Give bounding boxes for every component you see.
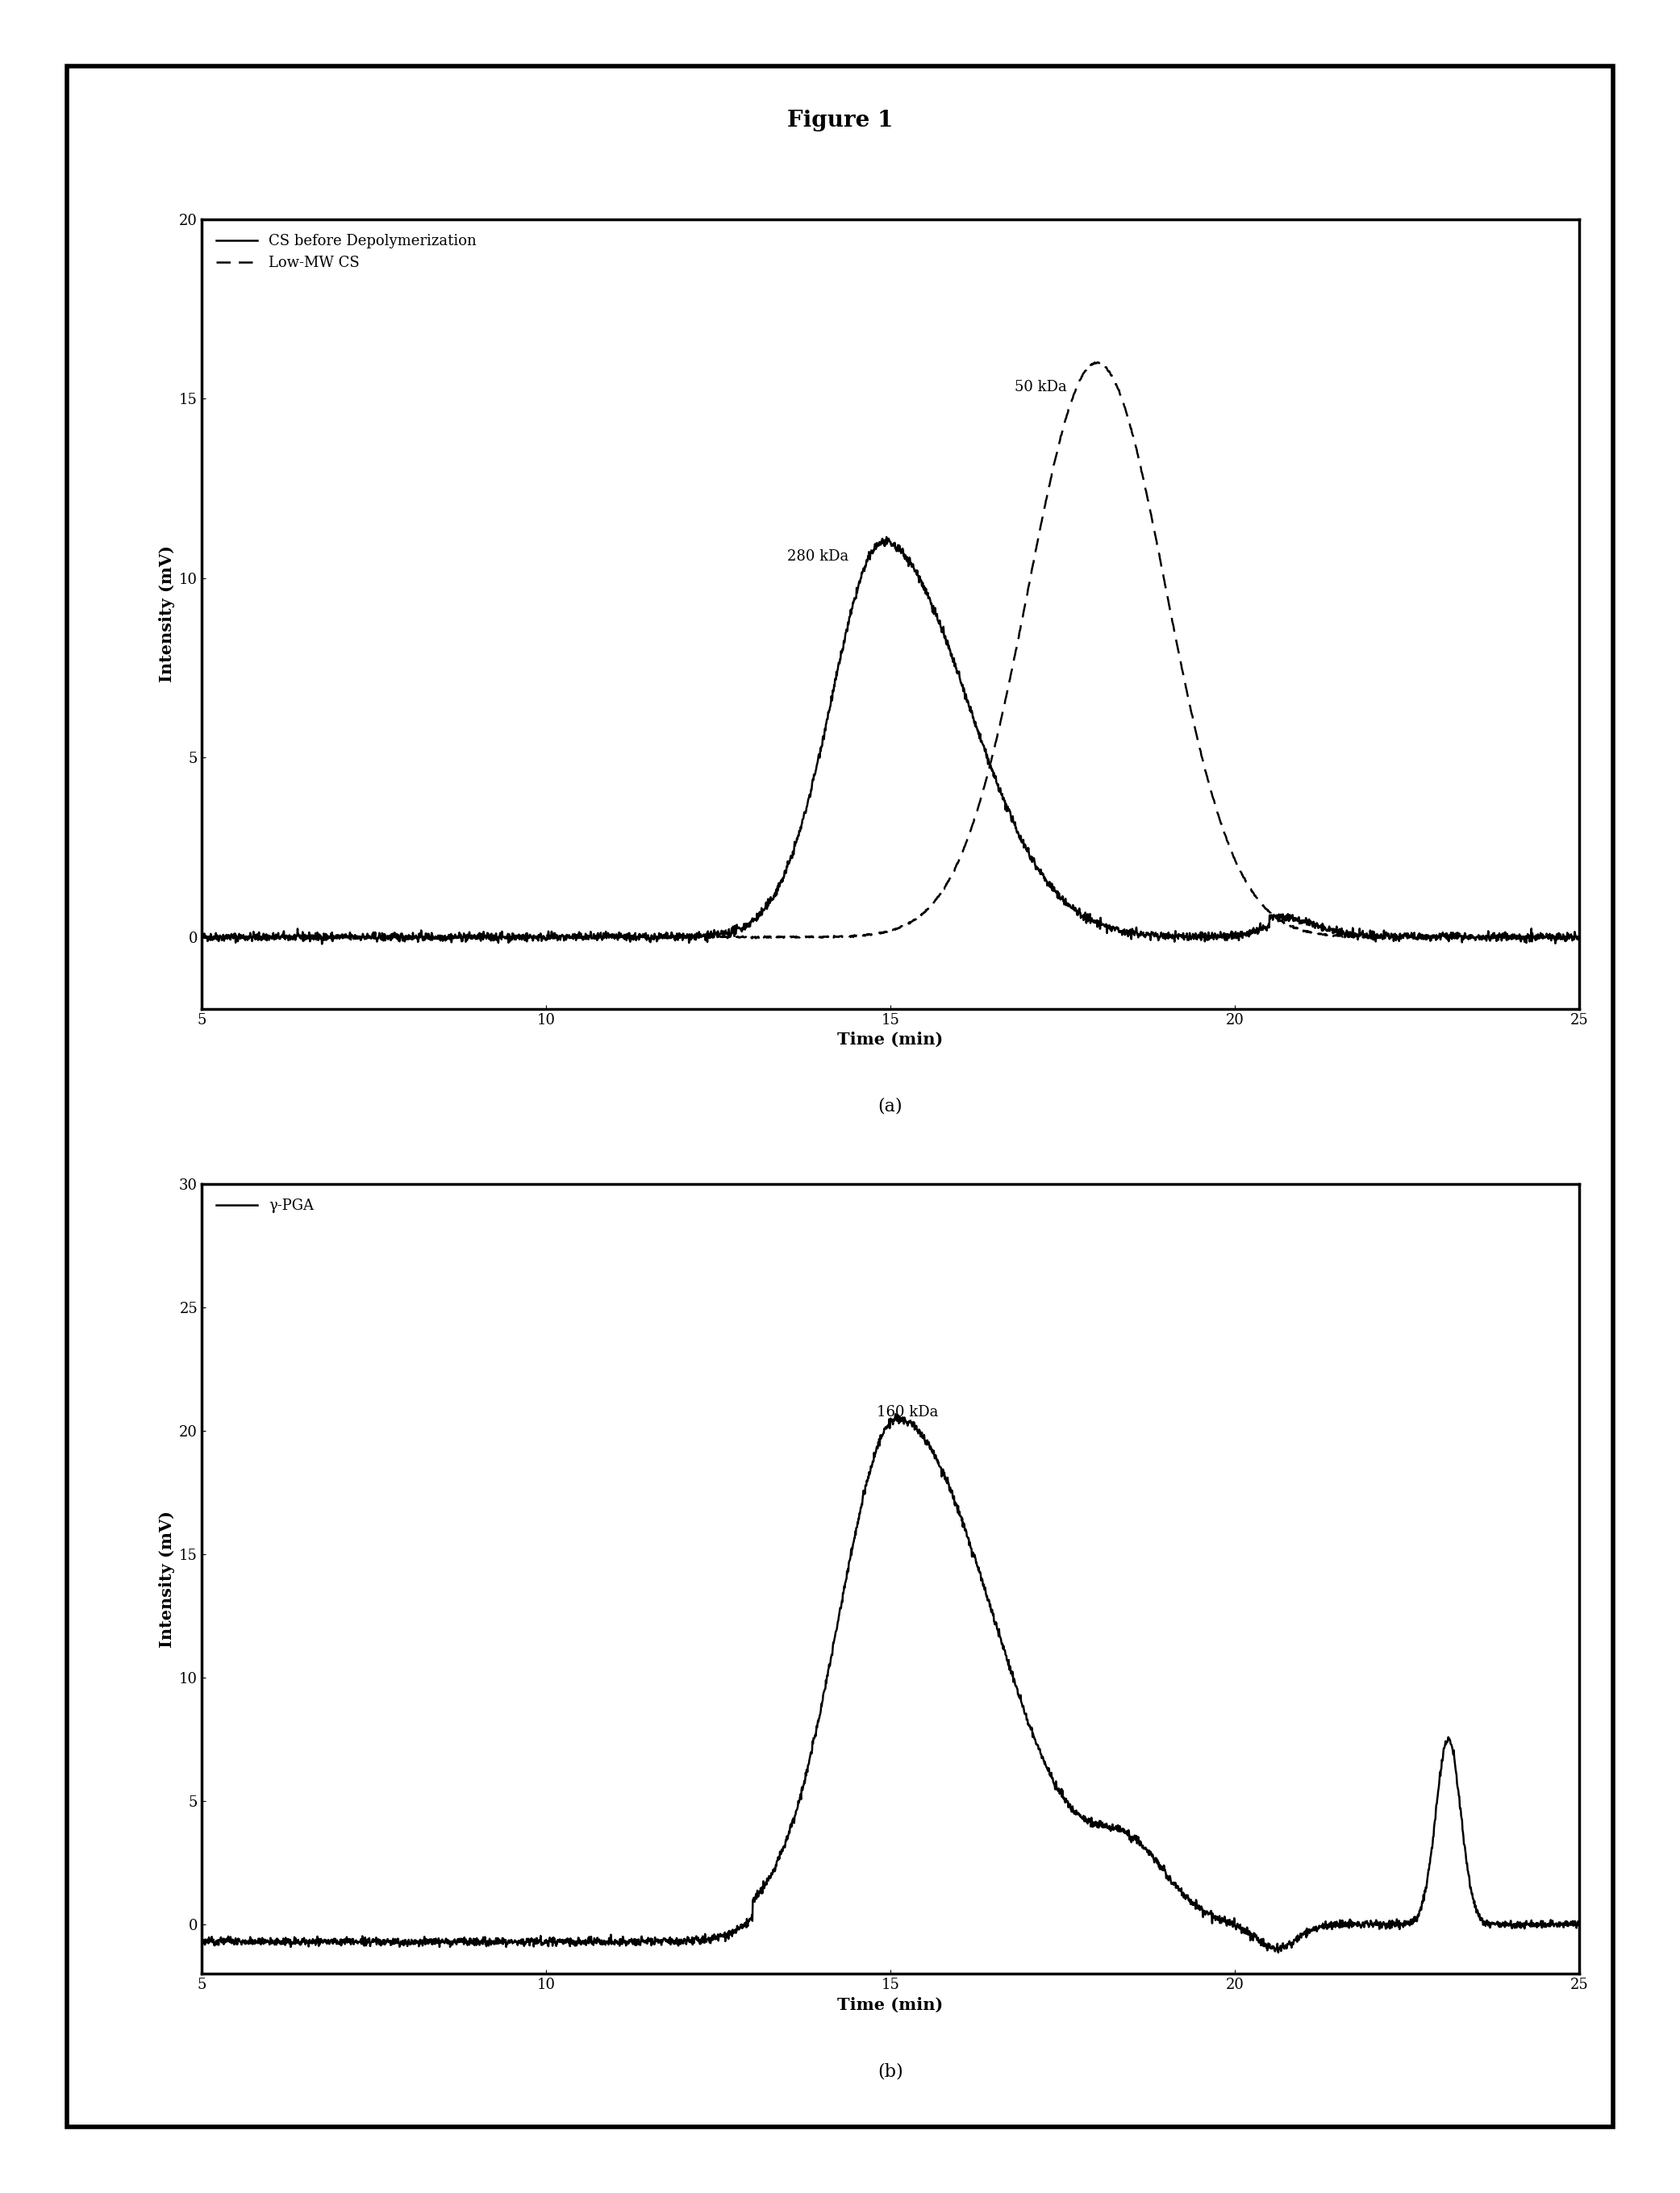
CS before Depolymerization <box>1394 921 1415 947</box>
Low-MW CS <box>1569 925 1589 952</box>
Low-MW CS <box>430 923 450 950</box>
CS before Depolymerization <box>349 925 370 952</box>
Low-MW CS <box>743 925 763 952</box>
γ-PGA <box>780 1820 800 1847</box>
Low-MW CS <box>719 923 739 950</box>
γ-PGA <box>1268 1939 1289 1965</box>
CS before Depolymerization <box>430 923 450 950</box>
Legend: CS before Depolymerization, Low-MW CS: CS before Depolymerization, Low-MW CS <box>208 226 484 279</box>
CS before Depolymerization <box>192 923 212 950</box>
Low-MW CS <box>1542 923 1562 950</box>
Text: 50 kDa: 50 kDa <box>1015 379 1067 395</box>
Y-axis label: Intensity (mV): Intensity (mV) <box>158 1511 175 1647</box>
γ-PGA <box>192 1930 212 1956</box>
γ-PGA <box>719 1919 739 1945</box>
Text: (b): (b) <box>877 2064 904 2081</box>
γ-PGA <box>349 1930 370 1956</box>
γ-PGA <box>1394 1908 1415 1934</box>
γ-PGA <box>1569 1910 1589 1936</box>
Low-MW CS <box>780 925 800 952</box>
Line: γ-PGA: γ-PGA <box>202 1414 1579 1952</box>
CS before Depolymerization <box>721 923 741 950</box>
CS before Depolymerization <box>877 524 897 550</box>
CS before Depolymerization <box>780 846 800 873</box>
Text: 280 kDa: 280 kDa <box>786 548 848 564</box>
Text: Figure 1: Figure 1 <box>786 110 894 132</box>
Text: 160 kDa: 160 kDa <box>877 1406 937 1419</box>
Low-MW CS <box>192 925 212 952</box>
Legend: γ-PGA: γ-PGA <box>208 1191 321 1222</box>
X-axis label: Time (min): Time (min) <box>837 1996 944 2013</box>
Y-axis label: Intensity (mV): Intensity (mV) <box>158 546 175 682</box>
Low-MW CS <box>1394 923 1415 950</box>
X-axis label: Time (min): Time (min) <box>837 1031 944 1048</box>
Low-MW CS <box>1087 349 1107 375</box>
CS before Depolymerization <box>1542 923 1562 950</box>
CS before Depolymerization <box>312 930 333 956</box>
γ-PGA <box>885 1401 906 1428</box>
Text: (a): (a) <box>879 1099 902 1116</box>
γ-PGA <box>430 1930 450 1956</box>
Line: CS before Depolymerization: CS before Depolymerization <box>202 537 1579 943</box>
CS before Depolymerization <box>1569 923 1589 950</box>
Line: Low-MW CS: Low-MW CS <box>202 362 1579 939</box>
Low-MW CS <box>349 923 370 950</box>
γ-PGA <box>1542 1912 1562 1939</box>
